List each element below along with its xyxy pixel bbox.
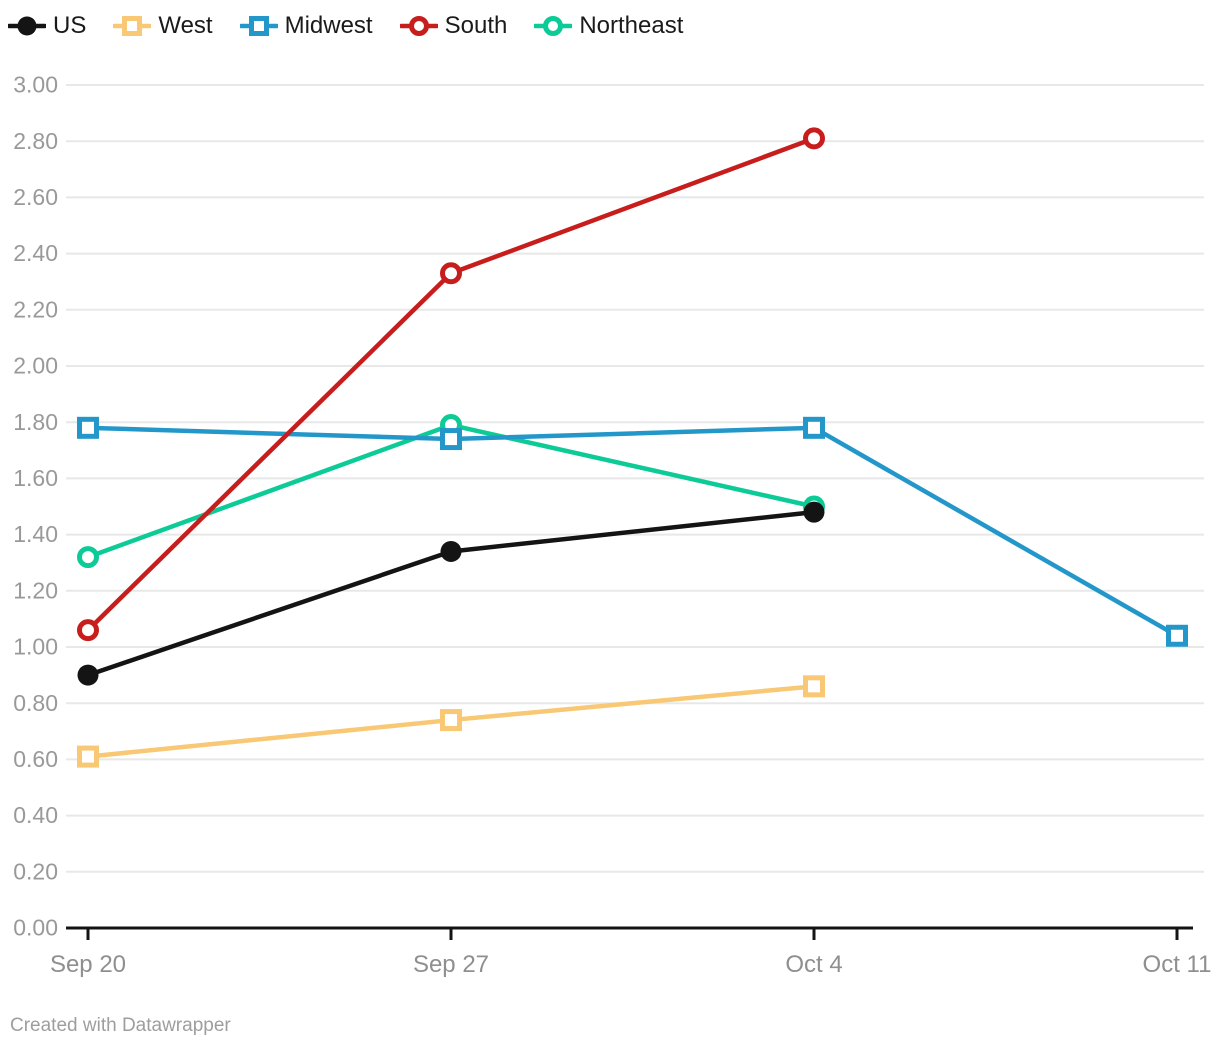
y-tick-label: 2.60	[13, 184, 58, 210]
marker-us-1	[440, 540, 462, 562]
marker-us-2	[803, 501, 825, 523]
marker-south-1	[440, 262, 462, 285]
legend-item-west: West	[113, 12, 213, 39]
open-square-legend-icon	[239, 16, 278, 36]
x-tick-label: Oct 4	[785, 951, 842, 978]
y-tick-label: 0.40	[13, 802, 58, 828]
line-chart: 0.00 0.20 0.40 0.60 0.80 1.00 1.20 1.40 1.60 1.80…	[13, 72, 1212, 978]
marker-us-0	[77, 664, 99, 686]
y-tick-label: 0.00	[13, 915, 58, 941]
y-tick-label: 0.60	[13, 746, 58, 772]
marker-midwest-3	[1166, 624, 1188, 647]
marker-midwest-2	[803, 416, 825, 439]
open-circle-legend-icon	[534, 16, 573, 36]
legend-item-northeast: Northeast	[534, 13, 683, 39]
y-tick-label: 1.40	[13, 521, 58, 547]
x-tick-label: Sep 20	[50, 951, 126, 978]
datawrapper-credit: Created with Datawrapper	[10, 1015, 231, 1036]
y-tick-label: 2.00	[13, 353, 58, 379]
legend: US West Midwest South Northeast	[8, 13, 683, 39]
open-square-legend-icon	[113, 16, 152, 36]
y-tick-label: 0.80	[13, 690, 58, 716]
series-line-us	[85, 509, 817, 678]
y-tick-label: 0.20	[13, 858, 58, 884]
series-line-midwest	[85, 425, 1180, 639]
open-circle-legend-icon	[399, 16, 438, 36]
marker-south-2	[803, 127, 825, 150]
legend-label: South	[444, 12, 508, 39]
y-tick-label: 2.80	[13, 128, 58, 154]
filled-circle-legend-icon	[8, 16, 46, 36]
legend-label: Northeast	[579, 12, 684, 39]
y-tick-label: 2.40	[13, 240, 58, 266]
legend-label: US	[53, 12, 87, 39]
marker-midwest-0	[77, 416, 99, 439]
y-tick-label: 1.00	[13, 634, 58, 660]
y-tick-label: 1.20	[13, 577, 58, 603]
x-tick-label: Oct 11	[1143, 951, 1212, 978]
legend-item-south: South	[399, 12, 508, 39]
y-tick-label: 2.20	[13, 296, 58, 322]
legend-label: West	[158, 12, 213, 39]
y-tick-label: 3.00	[13, 72, 58, 98]
legend-item-us: US	[8, 13, 86, 39]
y-tick-label: 1.80	[13, 409, 58, 435]
marker-west-0	[77, 745, 99, 768]
marker-south-0	[77, 619, 99, 642]
marker-west-1	[440, 709, 462, 732]
y-tick-label: 1.60	[13, 465, 58, 491]
marker-northeast-0	[77, 546, 99, 569]
marker-midwest-1	[440, 428, 462, 451]
legend-item-midwest: Midwest	[239, 12, 373, 39]
legend-label: Midwest	[284, 12, 373, 39]
x-tick-label: Sep 27	[413, 951, 489, 978]
marker-west-2	[803, 675, 825, 698]
